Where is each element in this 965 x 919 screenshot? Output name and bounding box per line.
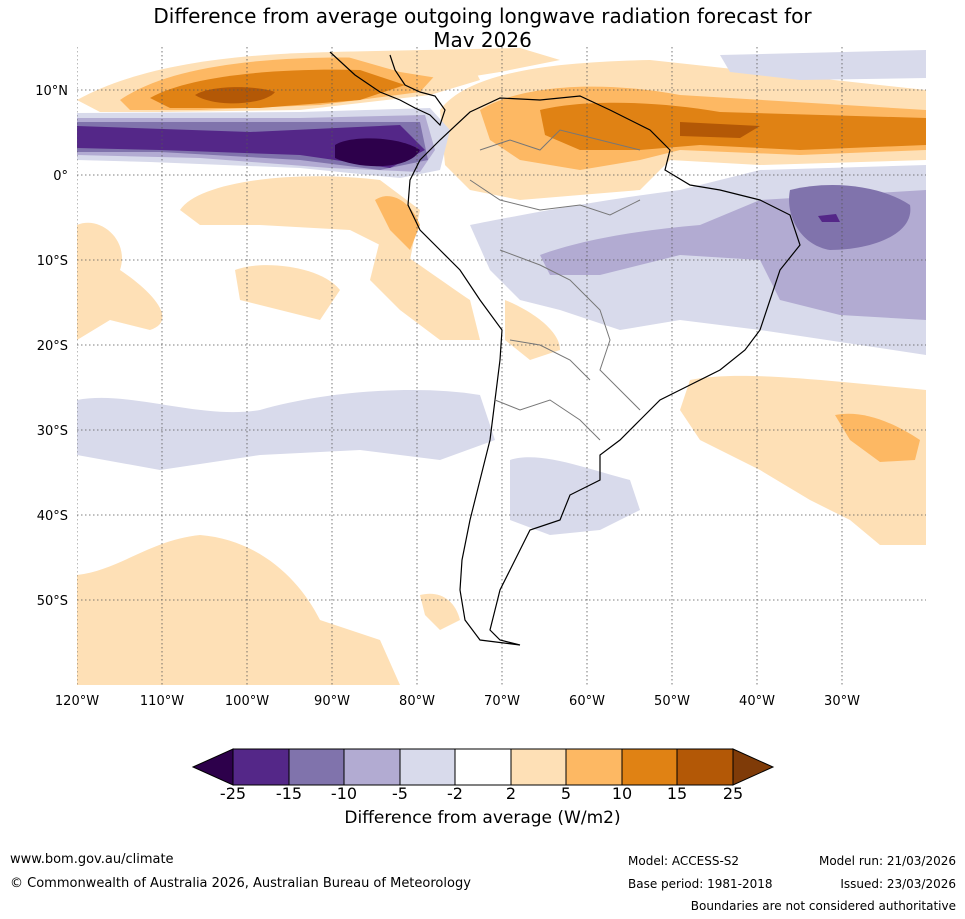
central-america-coastline bbox=[329, 51, 446, 127]
lon-label-50w: 50°W bbox=[654, 694, 690, 709]
colorbar-tick-6: 2 bbox=[506, 784, 516, 803]
lon-label-120w: 120°W bbox=[55, 694, 99, 709]
anomaly-region-atlantic-north-east bbox=[720, 50, 926, 80]
lon-label-80w: 80°W bbox=[399, 694, 435, 709]
colorbar-swatch-6 bbox=[510, 748, 567, 786]
lon-label-110w: 110°W bbox=[140, 694, 184, 709]
anomaly-region-pacific-south-2 bbox=[375, 196, 420, 250]
lon-label-70w: 70°W bbox=[484, 694, 520, 709]
colorbar-tick-4: -5 bbox=[392, 784, 408, 803]
colorbar-swatch-2 bbox=[288, 748, 345, 786]
anomaly-region-pacific-southwest bbox=[77, 535, 400, 685]
lon-label-100w: 100°W bbox=[225, 694, 269, 709]
anomaly-region-caribbean bbox=[330, 48, 560, 80]
colorbar-tick-2: -15 bbox=[276, 784, 302, 803]
colorbar-swatch-5 bbox=[454, 748, 512, 786]
anomaly-region-pacific-south-4 bbox=[235, 265, 340, 320]
lat-label-20s: 20°S bbox=[37, 339, 68, 354]
anomaly-region-pacific-south-5 bbox=[370, 240, 480, 340]
title-line-1: Difference from average outgoing longwav… bbox=[153, 4, 812, 28]
colorbar-label: Difference from average (W/m2) bbox=[344, 808, 621, 828]
longitude-labels: 120°W 110°W 100°W 90°W 80°W 70°W 60°W 50… bbox=[55, 694, 860, 709]
colorbar-swatch-7 bbox=[565, 748, 623, 786]
anomaly-region-pacific-south-1 bbox=[180, 176, 420, 260]
lat-label-30s: 30°S bbox=[37, 424, 68, 439]
footer-base-period: Base period: 1981-2018 bbox=[628, 877, 773, 891]
anomaly-region-pacific-southeast bbox=[420, 593, 460, 630]
colorbar-tick-5: -2 bbox=[447, 784, 463, 803]
south-america-coastline bbox=[407, 95, 801, 646]
anomaly-region-brazil-east-strong bbox=[789, 185, 911, 250]
latitude-labels: 10°N 0° 10°S 20°S 30°S 40°S 50°S bbox=[35, 84, 68, 609]
colorbar-tick-9: 15 bbox=[667, 784, 687, 803]
graticule bbox=[77, 47, 926, 685]
colorbar-tick-3: -10 bbox=[331, 784, 357, 803]
lat-label-40s: 40°S bbox=[37, 509, 68, 524]
colorbar-swatch-3 bbox=[343, 748, 401, 786]
colorbar-tick-10: 25 bbox=[723, 784, 743, 803]
colorbar-swatch-8 bbox=[621, 748, 678, 786]
footer-copyright: © Commonwealth of Australia 2026, Austra… bbox=[10, 876, 471, 891]
anomaly-region-atlantic-southwest bbox=[510, 457, 640, 535]
colorbar-swatch-1 bbox=[232, 748, 290, 786]
anomaly-field bbox=[77, 47, 926, 685]
footer-disclaimer: Boundaries are not considered authoritat… bbox=[690, 899, 956, 913]
anomaly-region-pacific-north-core bbox=[195, 87, 275, 104]
lat-label-10s: 10°S bbox=[37, 254, 68, 269]
anomaly-region-brazil-east-core bbox=[818, 214, 840, 222]
colorbar-tick-1: -25 bbox=[220, 784, 246, 803]
colorbar-swatch-9 bbox=[676, 748, 734, 786]
colorbar-extend-low bbox=[191, 748, 234, 786]
colorbar-swatch-4 bbox=[399, 748, 456, 786]
anomaly-region-atlantic-south-mid bbox=[835, 413, 920, 462]
lat-label-10n: 10°N bbox=[35, 84, 68, 99]
colorbar-tick-7: 5 bbox=[561, 784, 571, 803]
colorbar-extend-high bbox=[732, 748, 775, 786]
country-borders bbox=[469, 129, 641, 441]
lon-label-60w: 60°W bbox=[569, 694, 605, 709]
anomaly-region-pacific-south-3 bbox=[77, 222, 163, 340]
footer-issued: Issued: 23/03/2026 bbox=[840, 877, 956, 891]
lon-label-90w: 90°W bbox=[314, 694, 350, 709]
colorbar: -25 -15 -10 -5 -2 2 5 10 15 25 bbox=[191, 748, 775, 803]
colorbar-tick-8: 10 bbox=[612, 784, 632, 803]
lon-label-30w: 30°W bbox=[824, 694, 860, 709]
footer-model: Model: ACCESS-S2 bbox=[628, 854, 740, 868]
lat-label-0: 0° bbox=[53, 169, 68, 184]
lat-label-50s: 50°S bbox=[37, 594, 68, 609]
footer-website: www.bom.gov.au/climate bbox=[10, 852, 174, 867]
lon-label-40w: 40°W bbox=[739, 694, 775, 709]
anomaly-region-pacific-equator-core bbox=[335, 138, 420, 167]
map-title: Difference from average outgoing longwav… bbox=[0, 4, 965, 52]
anomaly-region-atlantic-north-core bbox=[680, 122, 760, 138]
footer-model-run: Model run: 21/03/2026 bbox=[818, 854, 956, 868]
